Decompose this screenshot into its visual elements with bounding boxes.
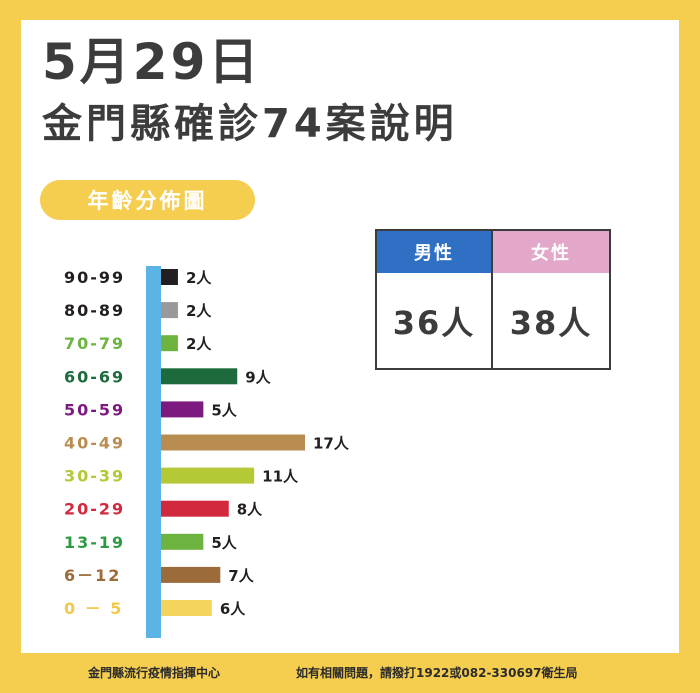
age-bar <box>161 467 255 484</box>
bar-value-label: 8人 <box>237 501 263 519</box>
age-group-label: 0 － 5 <box>64 599 123 618</box>
age-bar <box>161 566 221 583</box>
age-bar <box>161 500 229 517</box>
bar-value-label: 11人 <box>262 468 299 486</box>
footer-org: 金門縣流行疫情指揮中心 <box>88 666 221 680</box>
age-group-label: 50-59 <box>64 400 125 419</box>
gender-male-header: 男性 <box>377 231 491 273</box>
gender-table: 男性 36人 女性 38人 <box>375 229 611 370</box>
section-label: 年齡分佈圖 <box>87 189 208 213</box>
bar-value-label: 5人 <box>211 401 237 419</box>
bar-value-label: 9人 <box>245 368 271 386</box>
age-bar <box>161 401 204 418</box>
gender-female-column: 女性 38人 <box>493 229 611 370</box>
age-bar <box>161 368 238 385</box>
age-group-label: 20-29 <box>64 500 125 519</box>
bar-value-label: 6人 <box>220 600 246 618</box>
section-label-pill: 年齡分佈圖 <box>40 180 255 220</box>
chart-axis-bar <box>146 266 161 638</box>
title-date: 5月29日 <box>42 33 262 91</box>
content-card <box>21 20 679 653</box>
bar-value-label: 2人 <box>186 269 212 287</box>
age-bar <box>161 434 305 451</box>
title-subtitle: 金門縣確診74案說明 <box>42 101 458 147</box>
gender-female-header: 女性 <box>493 231 609 273</box>
gender-male-column: 男性 36人 <box>375 229 493 370</box>
bar-value-label: 5人 <box>211 534 237 552</box>
age-group-label: 90-99 <box>64 268 125 287</box>
gender-female-value: 38人 <box>509 303 593 342</box>
footer-contact: 如有相關問題，請撥打1922或082-330697衛生局 <box>296 666 578 680</box>
age-bar <box>161 269 178 285</box>
gender-male-label: 男性 <box>414 243 454 264</box>
age-group-label: 6－12 <box>64 566 121 585</box>
age-bar <box>161 600 212 616</box>
age-group-label: 80-89 <box>64 301 125 320</box>
bar-value-label: 7人 <box>228 567 254 585</box>
age-group-label: 40-49 <box>64 434 125 453</box>
age-bar <box>161 302 178 319</box>
age-group-label: 30-39 <box>64 467 125 486</box>
bar-value-label: 2人 <box>186 335 212 353</box>
age-group-label: 60-69 <box>64 367 125 386</box>
gender-female-label: 女性 <box>531 243 571 264</box>
age-bar <box>161 533 204 550</box>
age-bar <box>161 335 178 352</box>
bar-value-label: 17人 <box>313 435 350 453</box>
age-group-label: 13-19 <box>64 533 125 552</box>
age-group-label: 70-79 <box>64 334 125 353</box>
bar-value-label: 2人 <box>186 302 212 320</box>
gender-male-value: 36人 <box>392 303 476 342</box>
